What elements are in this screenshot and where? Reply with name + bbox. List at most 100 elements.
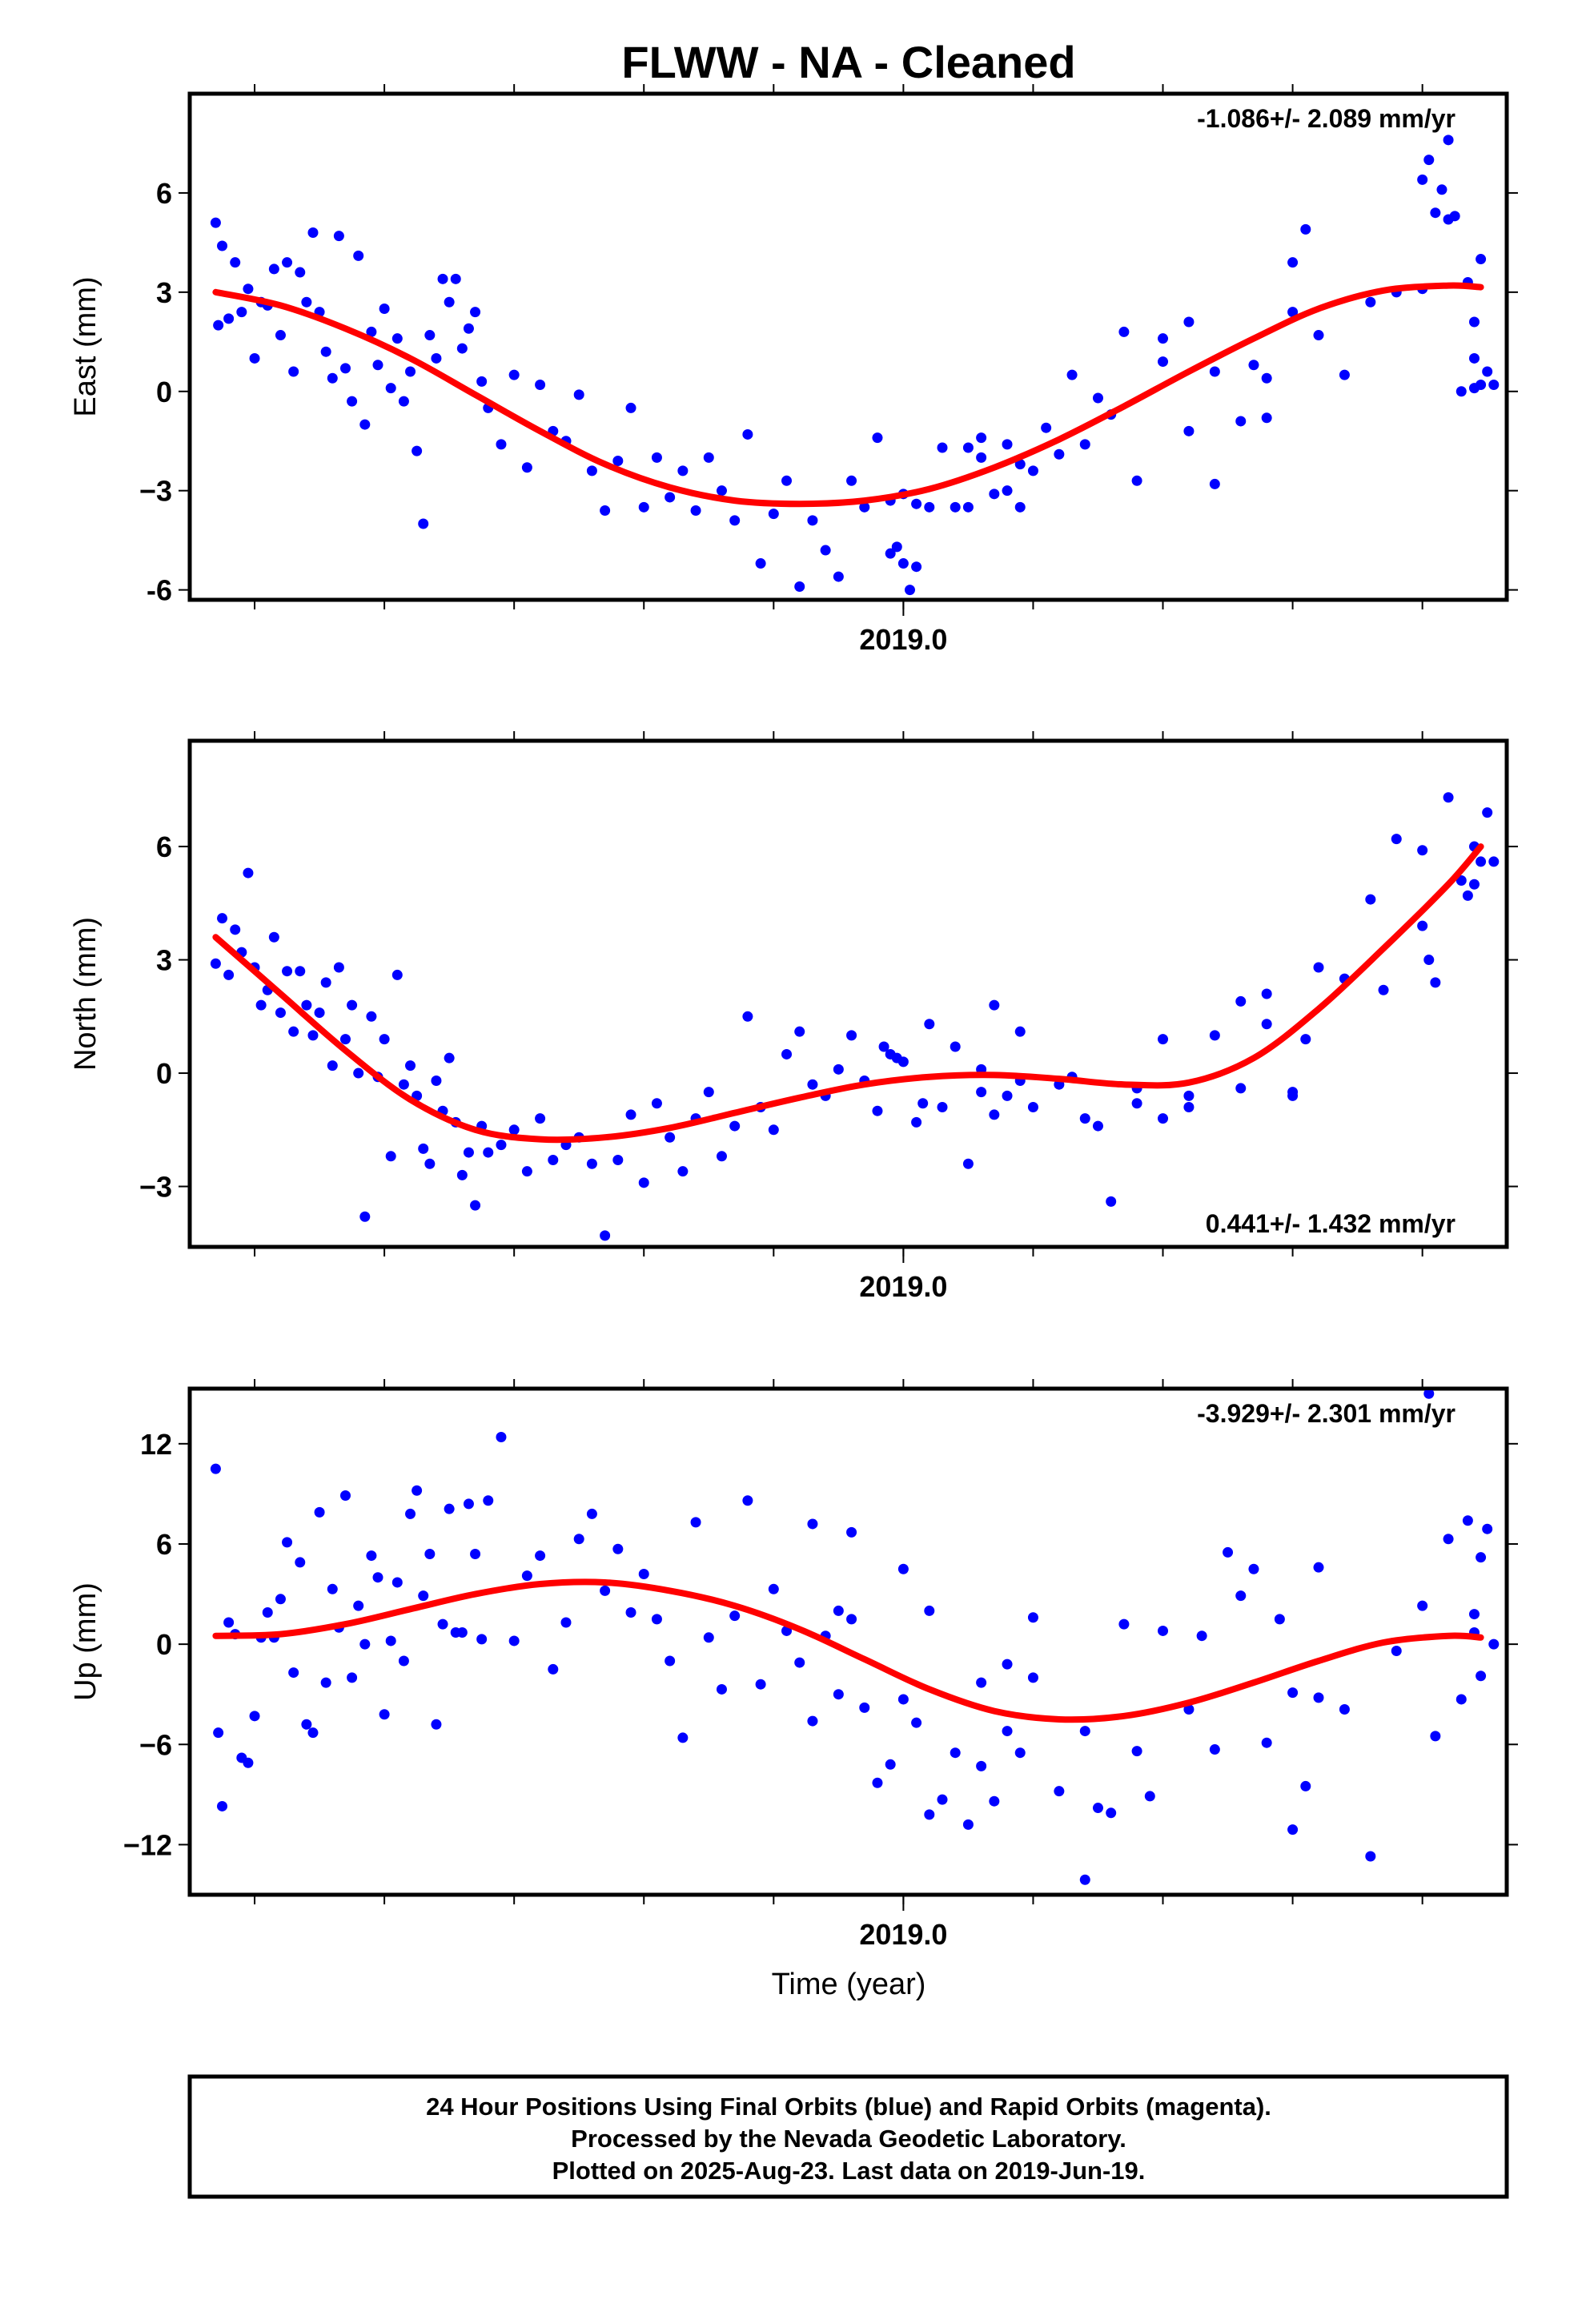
data-point — [911, 561, 922, 573]
plot-frame — [187, 1386, 1509, 1897]
data-point — [1456, 1694, 1467, 1705]
data-point — [217, 913, 228, 924]
data-point — [1468, 1609, 1480, 1620]
data-point — [794, 1026, 805, 1037]
data-point — [398, 396, 409, 407]
data-point — [431, 1719, 442, 1730]
y-tick-label: 3 — [156, 944, 172, 977]
data-point — [612, 456, 624, 467]
data-point — [586, 1508, 597, 1519]
data-point — [1313, 1692, 1324, 1703]
data-point — [333, 962, 344, 973]
data-point — [1014, 1747, 1026, 1759]
data-point — [314, 1506, 325, 1518]
y-tick-label: 0 — [156, 376, 172, 408]
data-point — [1158, 333, 1169, 344]
data-point — [385, 383, 396, 394]
data-point — [307, 227, 319, 238]
data-point — [463, 1498, 474, 1510]
data-point — [1365, 296, 1376, 308]
data-point — [573, 1534, 584, 1545]
data-point — [729, 515, 741, 526]
data-point — [1235, 1083, 1247, 1094]
data-point — [1313, 962, 1324, 973]
panel-1: 2019.0 -6 −3 0 3 6 East (mm) -1.086+/- 2.089 mm… — [69, 84, 1518, 656]
data-point — [1054, 448, 1065, 460]
data-point — [476, 1634, 488, 1645]
data-point — [1300, 223, 1311, 235]
data-point — [1365, 1851, 1376, 1862]
y-tick-label: 0 — [156, 1628, 172, 1661]
data-point — [768, 509, 779, 520]
data-point — [275, 330, 286, 341]
data-point — [690, 505, 701, 516]
data-point — [282, 1537, 293, 1548]
data-point — [1430, 1731, 1441, 1742]
data-point — [1417, 174, 1428, 185]
data-point — [1365, 894, 1376, 905]
data-point — [398, 1079, 409, 1090]
data-point — [535, 1550, 546, 1562]
data-point — [891, 1052, 902, 1063]
data-point — [1476, 1671, 1487, 1682]
data-point — [236, 307, 247, 318]
data-point — [483, 1495, 494, 1506]
data-point — [450, 273, 461, 284]
data-point — [327, 1583, 338, 1594]
data-point — [210, 1463, 221, 1474]
data-point — [612, 1155, 624, 1166]
data-point — [295, 1557, 306, 1568]
x-tick-label: 2019.0 — [859, 623, 947, 656]
data-point — [989, 1109, 1000, 1120]
data-point — [1287, 1090, 1299, 1101]
data-point — [275, 1594, 286, 1605]
data-point — [249, 1711, 260, 1722]
data-point — [897, 558, 909, 569]
data-point — [1027, 465, 1038, 476]
data-point — [391, 969, 403, 980]
data-point — [1131, 475, 1142, 486]
plot-area — [210, 1390, 1500, 1885]
data-point — [1106, 1807, 1117, 1819]
data-point — [937, 442, 948, 453]
data-point — [366, 1011, 377, 1022]
data-point — [665, 492, 676, 503]
data-point — [1468, 352, 1480, 364]
data-point — [1468, 316, 1480, 328]
data-point — [353, 250, 364, 261]
data-point — [249, 352, 260, 364]
data-point — [1223, 1546, 1234, 1558]
data-point — [1118, 1618, 1130, 1630]
data-point — [1261, 988, 1272, 999]
data-point — [600, 1230, 611, 1241]
data-point — [1423, 1390, 1435, 1399]
data-point — [405, 1508, 416, 1519]
data-point — [223, 969, 235, 980]
y-tick-label: −3 — [139, 1171, 172, 1204]
data-point — [521, 1166, 532, 1177]
data-point — [742, 1011, 753, 1022]
data-point — [1183, 1703, 1195, 1715]
data-point — [347, 396, 358, 407]
data-point — [1002, 1659, 1013, 1670]
data-point — [1092, 392, 1103, 404]
data-point — [470, 1200, 481, 1211]
data-point — [1248, 1563, 1259, 1574]
data-point — [1482, 366, 1493, 377]
data-point — [385, 1151, 396, 1162]
data-point — [262, 1606, 273, 1618]
y-tick-label: 6 — [156, 1528, 172, 1561]
data-point — [508, 369, 520, 380]
data-point — [989, 489, 1000, 500]
data-point — [1183, 1090, 1195, 1101]
data-point — [1158, 1034, 1169, 1045]
data-point — [1158, 356, 1169, 368]
data-point — [1158, 1113, 1169, 1124]
data-point — [1300, 1780, 1311, 1791]
data-point — [1482, 1523, 1493, 1534]
data-point — [1002, 485, 1013, 497]
velocity-label: 0.441+/- 1.432 mm/yr — [1206, 1209, 1456, 1238]
data-point — [230, 257, 241, 268]
data-point — [327, 1060, 338, 1072]
data-point — [1462, 1515, 1473, 1526]
